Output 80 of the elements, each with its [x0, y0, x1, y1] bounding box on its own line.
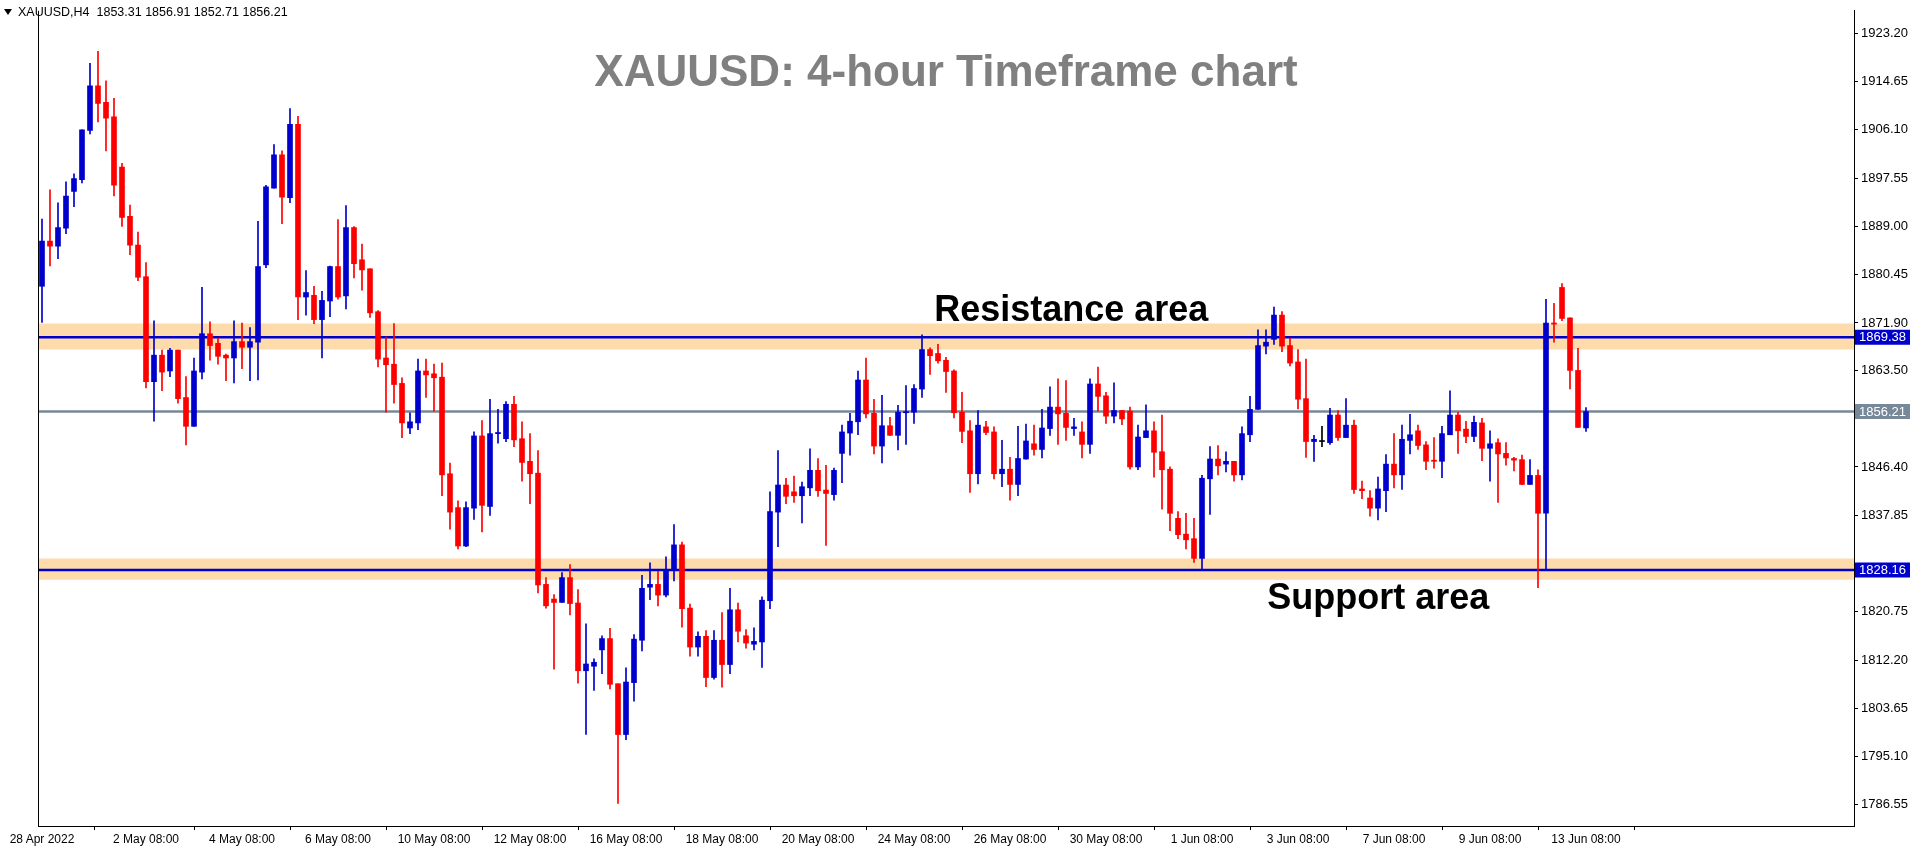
- candlestick: [1215, 445, 1221, 476]
- candlestick: [1503, 442, 1509, 466]
- candlestick: [903, 385, 909, 445]
- x-tick-label: 10 May 08:00: [397, 831, 471, 846]
- y-tick-label: 1914.65: [1861, 73, 1908, 89]
- text: XAUUSD: 4-hour Timeframe chart: [594, 46, 1299, 96]
- candlestick: [583, 623, 589, 735]
- candlestick: [527, 433, 533, 504]
- annotation: XAUUSD,H4 1853.31 1856.91 1852.71 1856.21: [18, 5, 288, 19]
- candlestick: [1055, 378, 1061, 445]
- candlestick: [239, 322, 245, 370]
- x-tick-label: 2 May 08:00: [112, 831, 180, 846]
- x-tick-label: 18 May 08:00: [685, 831, 759, 846]
- y-tick-label: 1923.20: [1861, 24, 1908, 40]
- candlestick: [1159, 414, 1165, 510]
- ref-line-label: 1869.38: [1859, 329, 1906, 345]
- y-tick-label: 1803.65: [1861, 699, 1908, 715]
- ref-line-label: 1828.16: [1859, 562, 1906, 577]
- candlestick: [591, 658, 597, 691]
- x-tick-label: 24 May 08:00: [877, 831, 951, 846]
- candlestick: [1431, 437, 1437, 469]
- ref-line-label: 1856.21: [1859, 403, 1906, 419]
- candlestick: [1359, 480, 1365, 499]
- candlestick: [223, 353, 229, 381]
- x-tick-label: 3 Jun 08:00: [1266, 831, 1330, 846]
- y-tick-label: 1812.20: [1861, 651, 1908, 667]
- y-tick-label: 1786.55: [1861, 796, 1908, 812]
- candlestick: [1391, 433, 1397, 489]
- y-tick-label: 1897.55: [1861, 169, 1908, 185]
- candlestick: [551, 594, 557, 670]
- candlestick: [1223, 451, 1229, 473]
- candlestick: [799, 481, 805, 524]
- y-tick-label: 1871.90: [1861, 314, 1908, 330]
- candlestick: [791, 475, 797, 503]
- candlestick: [47, 189, 53, 267]
- candlestick: [431, 363, 437, 412]
- candlestick: [823, 464, 829, 546]
- candlestick: [1319, 425, 1325, 447]
- candlestick: [103, 80, 109, 152]
- candlestick: [1063, 380, 1069, 441]
- candlestick: [1311, 435, 1317, 462]
- y-tick-label: 1906.10: [1861, 121, 1908, 137]
- candlestick: [423, 358, 429, 398]
- candlestick: [1143, 404, 1149, 438]
- y-tick-label: 1889.00: [1861, 218, 1908, 234]
- candlestick: [1111, 382, 1117, 424]
- candlestick: [1183, 512, 1189, 550]
- x-tick-label: 9 Jun 08:00: [1458, 831, 1522, 846]
- x-tick-label: 28 Apr 2022: [9, 831, 75, 846]
- x-tick-label: 20 May 08:00: [781, 831, 855, 846]
- candlestick: [95, 51, 101, 123]
- x-tick-label: 1 Jun 08:00: [1170, 831, 1234, 846]
- x-tick-label: 30 May 08:00: [1069, 831, 1143, 846]
- candlestick: [1031, 424, 1037, 456]
- y-tick-label: 1880.45: [1861, 266, 1908, 282]
- candlestick: [1407, 414, 1413, 455]
- y-tick-label: 1846.40: [1861, 458, 1908, 474]
- candlestick: [1487, 430, 1493, 482]
- y-tick-label: 1837.85: [1861, 506, 1908, 522]
- x-tick-label: 26 May 08:00: [973, 831, 1047, 846]
- y-tick-label: 1820.75: [1861, 603, 1908, 619]
- x-tick-label: 4 May 08:00: [208, 831, 276, 846]
- candlestick: [303, 270, 309, 316]
- band-label: Resistance area: [934, 287, 1210, 329]
- candlestick: [359, 243, 365, 291]
- x-tick-label: 6 May 08:00: [304, 831, 372, 846]
- candlestick: [1495, 438, 1501, 503]
- candlestick: [383, 336, 389, 413]
- candlestick: [1511, 457, 1517, 472]
- x-tick-label: 13 Jun 08:00: [1551, 831, 1622, 846]
- band-label: Support area: [1267, 575, 1491, 617]
- candlestick: [495, 409, 501, 444]
- x-tick-label: 12 May 08:00: [493, 831, 567, 846]
- x-tick-label: 16 May 08:00: [589, 831, 663, 846]
- candlestick: [1071, 418, 1077, 436]
- x-tick-label: 7 Jun 08:00: [1362, 831, 1426, 846]
- candlestick: [999, 440, 1005, 488]
- y-tick-label: 1795.10: [1861, 748, 1908, 764]
- candlestick: [751, 627, 757, 651]
- y-tick-label: 1863.50: [1861, 361, 1908, 377]
